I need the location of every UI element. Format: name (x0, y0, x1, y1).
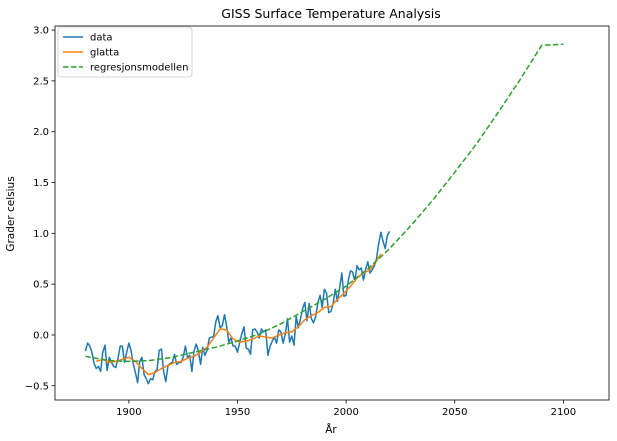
y-tick-label: 2.5 (33, 76, 49, 87)
legend-label-data: data (90, 33, 113, 44)
x-axis-label: År (325, 423, 337, 436)
y-axis-label: Grader celsius (5, 176, 17, 251)
series-line-glatta (96, 253, 382, 376)
legend-label-regresjonsmodellen: regresjonsmodellen (90, 63, 189, 74)
legend-label-glatta: glatta (90, 48, 119, 59)
y-axis: −0.5 0.0 0.5 1.0 1.5 2.0 2.5 3.0 (25, 26, 55, 392)
plot-area (84, 43, 564, 385)
plot-frame (54, 25, 610, 401)
y-tick-label: −0.5 (25, 381, 49, 392)
x-tick-label: 1950 (225, 407, 250, 418)
x-tick-label: 2000 (333, 407, 358, 418)
y-tick-label: 1.5 (33, 178, 49, 189)
x-axis: 1900 1950 2000 2050 2100 (116, 400, 576, 418)
y-tick-label: 3.0 (33, 26, 49, 37)
x-tick-label: 2100 (551, 407, 576, 418)
series-line-data (84, 230, 391, 385)
x-tick-label: 1900 (116, 407, 141, 418)
chart-title: GISS Surface Temperature Analysis (221, 6, 440, 21)
y-tick-label: 0.5 (33, 280, 49, 291)
y-tick-label: 0.0 (33, 330, 49, 341)
series-line-regresjonsmodellen (85, 43, 564, 363)
x-tick-label: 2050 (442, 407, 467, 418)
y-tick-label: 2.0 (33, 127, 49, 138)
series-layer (84, 43, 564, 385)
legend: data glatta regresjonsmodellen (57, 26, 193, 78)
legend-box (57, 26, 193, 78)
y-tick-label: 1.0 (33, 229, 49, 240)
